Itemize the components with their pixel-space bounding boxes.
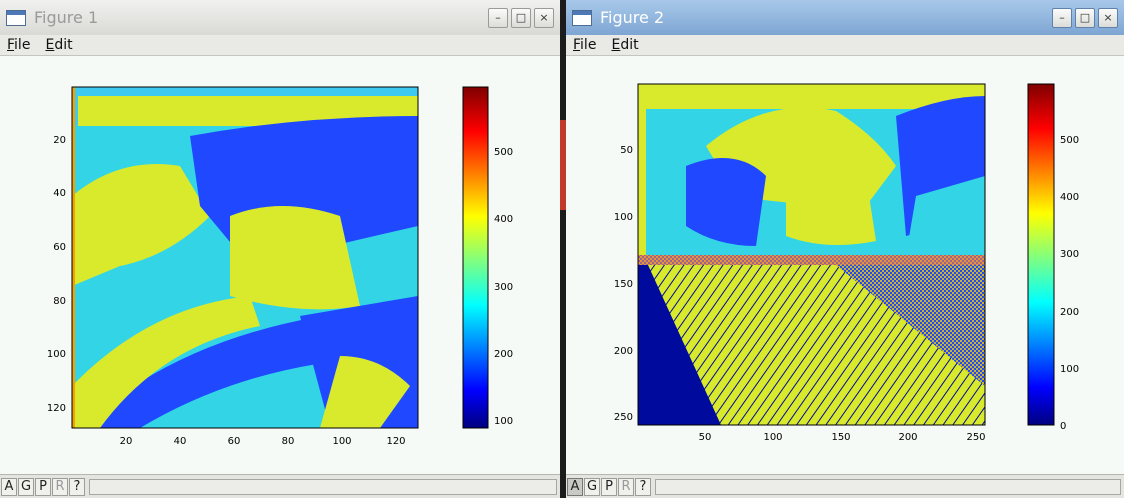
colorbar-tick-label: 400 <box>1060 192 1079 203</box>
x-tick-label: 20 <box>120 436 133 447</box>
toolbar-button-r[interactable]: R <box>618 477 634 496</box>
colorbar-tick-label: 200 <box>1060 307 1079 318</box>
y-tick-label: 100 <box>614 212 633 223</box>
colorbar-tick-label: 200 <box>494 349 513 360</box>
background-fragment-red <box>560 120 566 210</box>
x-tick-label: 60 <box>228 436 241 447</box>
help-button[interactable]: ? <box>69 477 85 496</box>
axes-frame <box>637 83 986 426</box>
figure-2-window: Figure 2 – □ × File Edit <box>566 0 1124 498</box>
x-axis: 20 40 60 80 100 120 <box>120 436 406 447</box>
title-bar[interactable]: Figure 1 – □ × <box>0 0 560 36</box>
y-tick-label: 20 <box>53 135 66 146</box>
colorbar-ticks: 0 100 200 300 400 500 <box>1060 135 1079 432</box>
close-button[interactable]: × <box>534 7 554 28</box>
figure-canvas[interactable]: 20 40 60 80 100 120 20 40 60 80 100 120 … <box>0 56 560 474</box>
x-tick-label: 80 <box>282 436 295 447</box>
x-tick-label: 120 <box>386 436 405 447</box>
x-tick-label: 200 <box>898 432 917 443</box>
toolbar-status-area <box>655 478 1121 495</box>
toolbar-button-a[interactable]: A <box>1 477 17 496</box>
colorbar <box>462 86 489 429</box>
axes-frame <box>71 86 419 429</box>
toolbar-button-a[interactable]: A <box>567 477 583 496</box>
x-tick-label: 250 <box>966 432 985 443</box>
colorbar-tick-label: 0 <box>1060 421 1066 432</box>
y-tick-label: 150 <box>614 279 633 290</box>
x-tick-label: 40 <box>174 436 187 447</box>
colorbar-tick-label: 500 <box>494 147 513 158</box>
x-tick-label: 50 <box>699 432 712 443</box>
toolbar-status-area <box>89 478 557 495</box>
y-tick-label: 40 <box>53 188 66 199</box>
figure-canvas[interactable]: 50 100 150 200 250 50 100 150 200 250 0 … <box>566 56 1124 474</box>
toolbar-button-g[interactable]: G <box>18 477 34 496</box>
toolbar-button-p[interactable]: P <box>35 477 51 496</box>
menu-file[interactable]: File <box>573 37 597 53</box>
window-title: Figure 2 <box>600 8 665 27</box>
toolbar-button-r[interactable]: R <box>52 477 68 496</box>
image-plot <box>638 84 985 425</box>
image-plot <box>72 87 418 428</box>
close-button[interactable]: × <box>1098 7 1118 28</box>
figure-1-window: Figure 1 – □ × File Edit <box>0 0 560 498</box>
colorbar-tick-label: 400 <box>494 214 513 225</box>
toolbar: A G P R ? <box>0 474 560 498</box>
menu-bar: File Edit <box>0 35 560 56</box>
y-tick-label: 100 <box>47 349 66 360</box>
y-tick-label: 80 <box>53 296 66 307</box>
window-icon <box>6 9 26 26</box>
toolbar-button-g[interactable]: G <box>584 477 600 496</box>
title-bar[interactable]: Figure 2 – □ × <box>566 0 1124 36</box>
y-tick-label: 50 <box>620 145 633 156</box>
x-axis: 50 100 150 200 250 <box>699 432 986 443</box>
y-axis: 20 40 60 80 100 120 <box>47 135 66 414</box>
x-tick-label: 150 <box>831 432 850 443</box>
x-tick-label: 100 <box>332 436 351 447</box>
colorbar <box>1027 83 1055 426</box>
colorbar-tick-label: 500 <box>1060 135 1079 146</box>
menu-bar: File Edit <box>566 35 1124 56</box>
y-tick-label: 60 <box>53 242 66 253</box>
maximize-button[interactable]: □ <box>1075 7 1095 28</box>
minimize-button[interactable]: – <box>1052 7 1072 28</box>
toolbar: A G P R ? <box>566 474 1124 498</box>
menu-edit[interactable]: Edit <box>611 37 639 53</box>
colorbar-tick-label: 300 <box>494 282 513 293</box>
toolbar-button-p[interactable]: P <box>601 477 617 496</box>
colorbar-ticks: 100 200 300 400 500 <box>494 147 513 427</box>
colorbar-tick-label: 300 <box>1060 249 1079 260</box>
y-tick-label: 250 <box>614 412 633 423</box>
window-icon <box>572 9 592 26</box>
y-axis: 50 100 150 200 250 <box>614 145 633 423</box>
y-tick-label: 200 <box>614 346 633 357</box>
colorbar-tick-label: 100 <box>494 416 513 427</box>
minimize-button[interactable]: – <box>488 7 508 28</box>
maximize-button[interactable]: □ <box>511 7 531 28</box>
x-tick-label: 100 <box>763 432 782 443</box>
window-title: Figure 1 <box>34 8 99 27</box>
menu-file[interactable]: File <box>7 37 31 53</box>
menu-edit[interactable]: Edit <box>45 37 73 53</box>
y-tick-label: 120 <box>47 403 66 414</box>
help-button[interactable]: ? <box>635 477 651 496</box>
colorbar-tick-label: 100 <box>1060 364 1079 375</box>
